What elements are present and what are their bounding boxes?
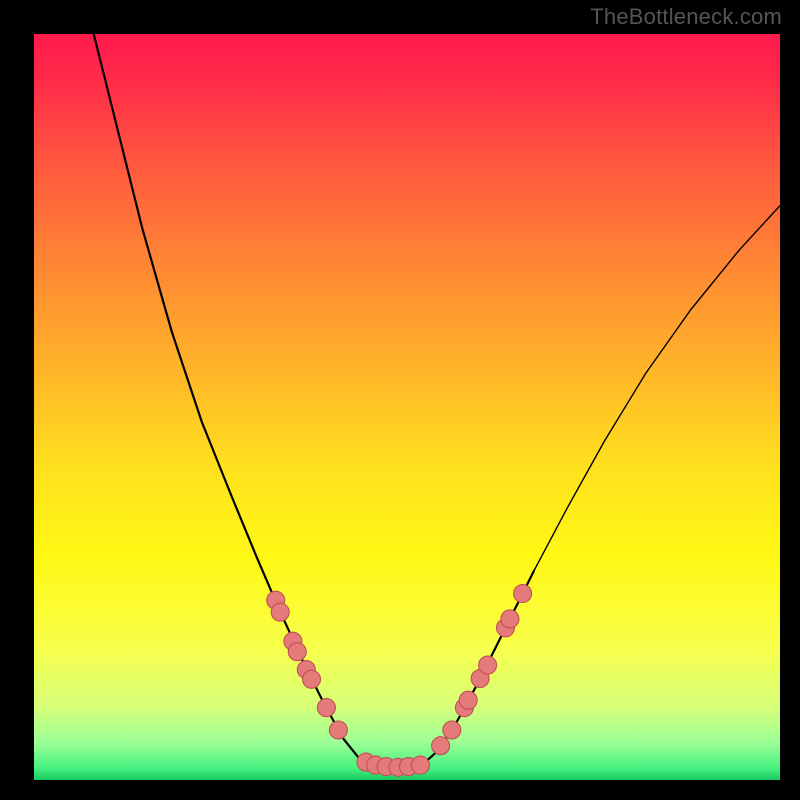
gradient-bg	[34, 34, 780, 780]
marker-point	[411, 756, 429, 774]
watermark-label: TheBottleneck.com	[590, 4, 782, 30]
chart-container: TheBottleneck.com	[0, 0, 800, 800]
marker-point	[514, 585, 532, 603]
marker-point	[317, 699, 335, 717]
marker-point	[501, 610, 519, 628]
marker-point	[303, 670, 321, 688]
marker-point	[329, 721, 347, 739]
marker-point	[459, 691, 477, 709]
marker-point	[288, 643, 306, 661]
marker-point	[479, 656, 497, 674]
marker-point	[432, 737, 450, 755]
plot-svg	[0, 0, 800, 800]
marker-point	[443, 721, 461, 739]
marker-point	[271, 603, 289, 621]
